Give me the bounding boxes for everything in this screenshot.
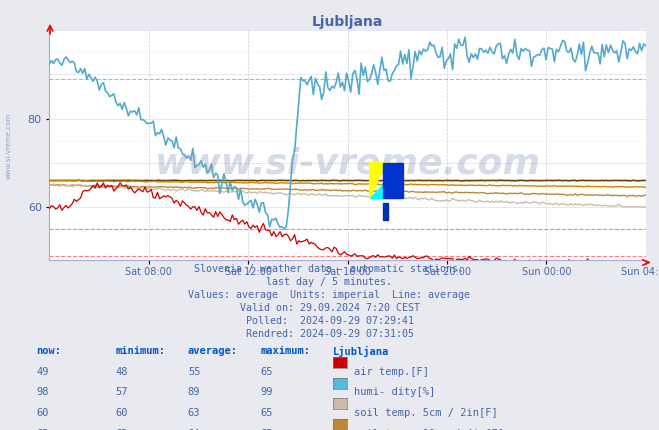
Text: 60: 60 <box>36 408 49 418</box>
Polygon shape <box>370 163 386 198</box>
Bar <box>383 163 403 198</box>
Text: minimum:: minimum: <box>115 346 165 356</box>
Text: Slovenia / weather data - automatic stations.: Slovenia / weather data - automatic stat… <box>194 264 465 274</box>
Text: 63: 63 <box>188 408 200 418</box>
Text: 60: 60 <box>115 408 128 418</box>
Text: 49: 49 <box>36 367 49 377</box>
Text: 98: 98 <box>36 387 49 397</box>
Text: 64: 64 <box>188 429 200 430</box>
Text: humi- dity[%]: humi- dity[%] <box>354 387 435 397</box>
Text: 55: 55 <box>188 367 200 377</box>
Text: 57: 57 <box>115 387 128 397</box>
Polygon shape <box>370 181 386 198</box>
Text: 65: 65 <box>260 429 273 430</box>
Bar <box>383 203 387 220</box>
Text: 89: 89 <box>188 387 200 397</box>
Text: 99: 99 <box>260 387 273 397</box>
Text: 65: 65 <box>260 367 273 377</box>
Text: 48: 48 <box>115 367 128 377</box>
Text: 62: 62 <box>115 429 128 430</box>
Text: Ljubljana: Ljubljana <box>333 346 389 357</box>
Text: www.si-vreme.com: www.si-vreme.com <box>155 147 540 181</box>
Polygon shape <box>386 163 403 181</box>
Text: now:: now: <box>36 346 61 356</box>
Text: soil temp. 10cm / 4in[F]: soil temp. 10cm / 4in[F] <box>354 429 504 430</box>
Text: average:: average: <box>188 346 238 356</box>
Text: Rendred: 2024-09-29 07:31:05: Rendred: 2024-09-29 07:31:05 <box>246 329 413 339</box>
Text: air temp.[F]: air temp.[F] <box>354 367 429 377</box>
Text: Polled:  2024-09-29 07:29:41: Polled: 2024-09-29 07:29:41 <box>246 316 413 326</box>
Text: maximum:: maximum: <box>260 346 310 356</box>
Text: last day / 5 minutes.: last day / 5 minutes. <box>266 277 393 287</box>
Text: www.si-vreme.com: www.si-vreme.com <box>5 113 12 179</box>
Text: Values: average  Units: imperial  Line: average: Values: average Units: imperial Line: av… <box>188 290 471 300</box>
Text: soil temp. 5cm / 2in[F]: soil temp. 5cm / 2in[F] <box>354 408 498 418</box>
Title: Ljubljana: Ljubljana <box>312 15 384 29</box>
Text: 62: 62 <box>36 429 49 430</box>
Text: 65: 65 <box>260 408 273 418</box>
Text: Valid on: 29.09.2024 7:20 CEST: Valid on: 29.09.2024 7:20 CEST <box>239 303 420 313</box>
